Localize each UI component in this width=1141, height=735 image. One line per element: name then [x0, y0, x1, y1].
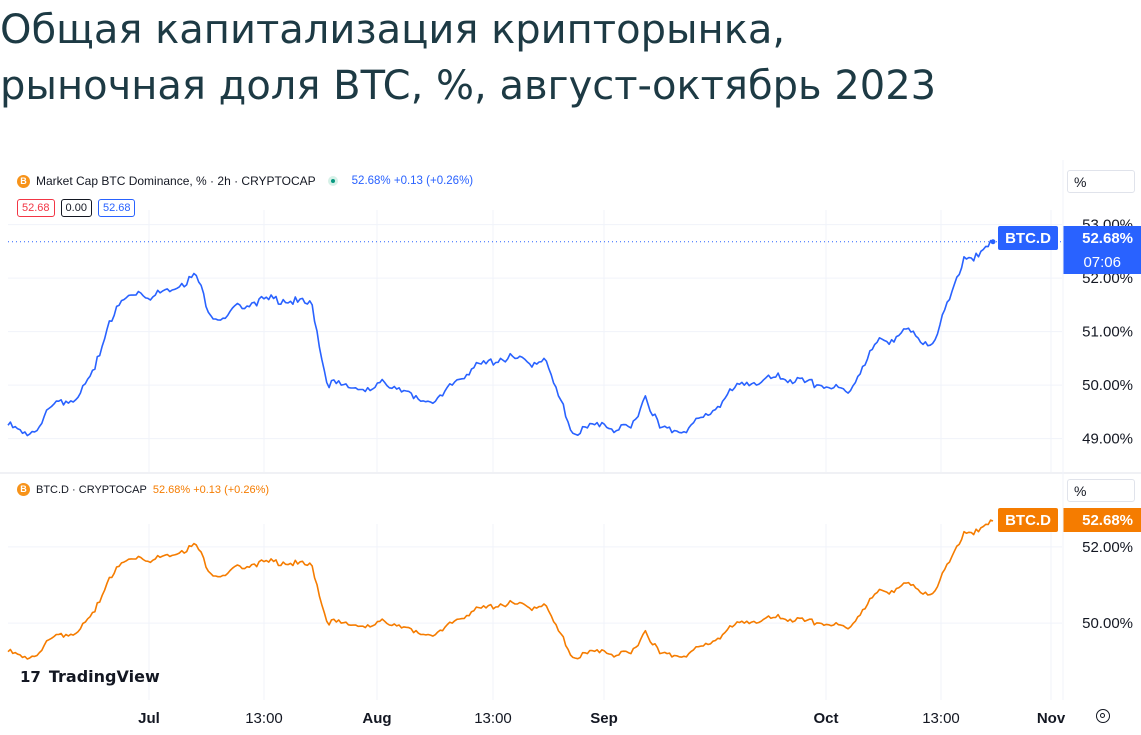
bottom-ticker-badge	[998, 508, 1058, 532]
top-scale-percent-button[interactable]: %	[1067, 170, 1135, 193]
bottom-y-tick-label: 50.00%	[1082, 615, 1133, 632]
bottom-legend[interactable]: B BTC.D · CRYPTOCAP 52.68% +0.13 (+0.26%…	[17, 483, 269, 496]
bitcoin-coin-icon: B	[17, 483, 30, 496]
bottom-scale-percent-button[interactable]: %	[1067, 479, 1135, 502]
ohlc-value-1: 52.68	[17, 199, 55, 217]
chart-canvas: 53.00%52.00%51.00%50.00%49.00%BTC.D 52.68…	[0, 160, 1141, 727]
x-tick-label: Aug	[362, 710, 391, 727]
ohlc-value-2: 0.00	[60, 199, 92, 217]
top-legend[interactable]: B Market Cap BTC Dominance, % · 2h · CRY…	[17, 174, 473, 188]
ohlc-values: 52.68 0.00 52.68	[17, 199, 136, 217]
bottom-price-value: 52.68%	[1082, 512, 1133, 529]
bottom-price-badge	[1063, 508, 1141, 532]
last-point-marker	[990, 239, 996, 245]
page-title: Общая капитализация крипторынка, рыночна…	[0, 2, 1141, 114]
top-y-tick-label: 51.00%	[1082, 324, 1133, 341]
title-line-2: рыночная доля BTC, %, август-октябрь 202…	[0, 63, 937, 109]
bitcoin-coin-icon: B	[17, 174, 30, 188]
live-dot-icon	[327, 176, 338, 186]
x-tick-label: Sep	[590, 710, 618, 727]
top-legend-title: Market Cap BTC Dominance, % · 2h · CRYPT…	[36, 174, 316, 188]
ohlc-value-3: 52.68	[97, 199, 136, 217]
top-price-value: 52.68%	[1082, 230, 1133, 247]
top-y-tick-label: 52.00%	[1082, 270, 1133, 287]
top-ticker-badge	[998, 226, 1058, 250]
x-tick-label: Oct	[813, 710, 838, 727]
tradingview-logo[interactable]: 17 TradingView	[20, 667, 160, 686]
bottom-y-tick-label: 52.00%	[1082, 539, 1133, 556]
top-y-tick-label: 49.00%	[1082, 431, 1133, 448]
x-tick-label: 13:00	[474, 710, 512, 727]
bottom-legend-title: BTC.D · CRYPTOCAP	[36, 483, 147, 496]
x-tick-label: Jul	[138, 710, 160, 727]
bottom-ticker-label: BTC.D	[1005, 512, 1051, 529]
bottom-legend-change: 52.68% +0.13 (+0.26%)	[152, 483, 270, 496]
title-line-1: Общая капитализация крипторынка,	[0, 7, 786, 53]
settings-gear-icon[interactable]	[1096, 709, 1110, 723]
tradingview-logo-icon: 17	[20, 667, 41, 686]
x-tick-label: 13:00	[245, 710, 283, 727]
x-tick-label: Nov	[1037, 710, 1066, 727]
top-price-badge	[1063, 226, 1141, 274]
bar-countdown: 07:06	[1083, 254, 1121, 271]
top-ticker-label: BTC.D	[1005, 230, 1051, 247]
top-series-line	[7, 239, 994, 437]
top-y-tick-label: 50.00%	[1082, 377, 1133, 394]
x-tick-label: 13:00	[922, 710, 960, 727]
tradingview-logo-text: TradingView	[48, 667, 160, 686]
top-legend-change: 52.68% +0.13 (+0.26%)	[351, 175, 474, 187]
bottom-series-line	[7, 519, 994, 660]
chart-widget: 53.00% 52.00% 51.00% 50.00% 49.00% BTC.D 52.68…	[0, 160, 1141, 735]
